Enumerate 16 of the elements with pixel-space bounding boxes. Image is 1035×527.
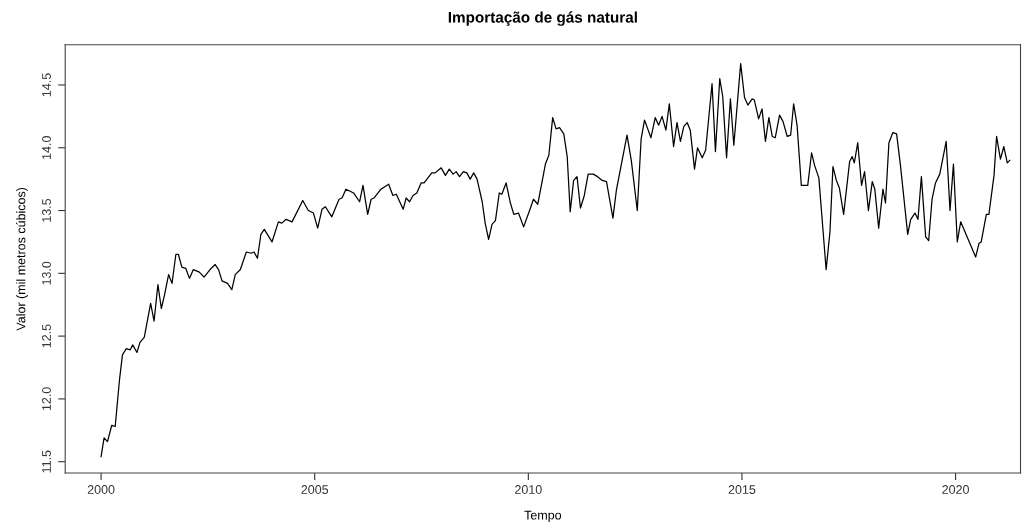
y-tick-label: 12.0 [42, 387, 51, 411]
y-tick-label: 13.5 [42, 198, 51, 222]
x-axis-title: Tempo [524, 510, 562, 522]
y-axis-title: Valor (mil metros cúbicos) [16, 187, 28, 331]
y-tick-label: 11.5 [42, 450, 51, 473]
y-tick-label: 14.0 [42, 136, 51, 159]
x-tick-label: 2015 [728, 485, 756, 494]
y-tick-label: 12.5 [42, 324, 51, 348]
x-tick-label: 2020 [942, 485, 969, 494]
x-tick-label: 2000 [87, 485, 115, 494]
x-tick-label: 2010 [515, 485, 542, 494]
line-series [100, 63, 1011, 458]
y-tick-label: 13.0 [42, 261, 51, 285]
chart-title: Importação de gás natural [448, 11, 637, 26]
y-tick-label: 14.5 [42, 73, 51, 97]
x-tick-label: 2005 [301, 485, 329, 494]
